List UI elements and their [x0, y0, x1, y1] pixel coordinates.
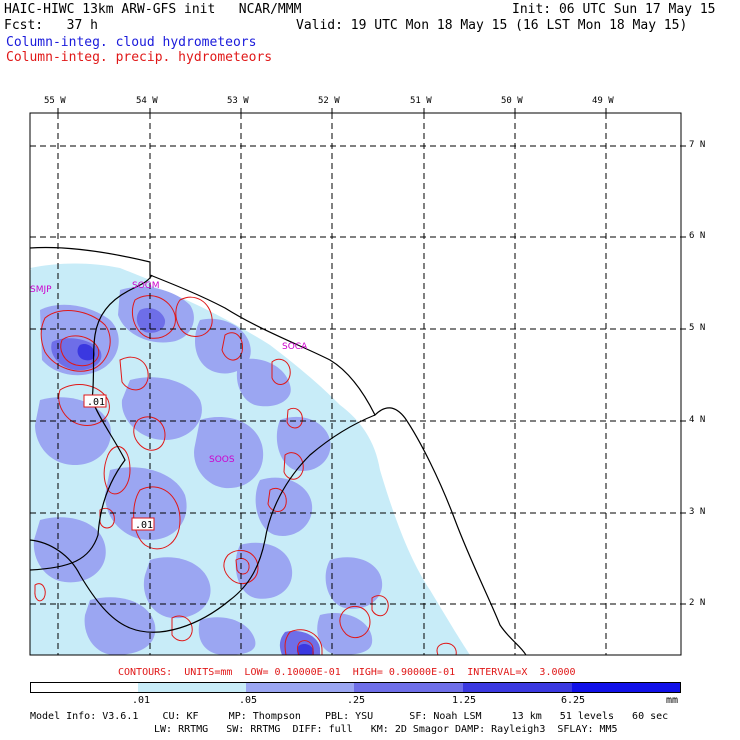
- model-info-line-1: Model Info: V3.6.1 CU: KF MP: Thompson P…: [30, 711, 669, 722]
- colorbar-bin-3: [246, 682, 354, 693]
- station-label-soca: SOCA: [282, 342, 308, 352]
- lat-label-4n: 4 N: [689, 415, 706, 425]
- cloud-field: [30, 263, 470, 655]
- colorbar-bin-4: [354, 682, 463, 693]
- lon-label-52w: 52 W: [318, 96, 340, 106]
- forecast-hour: Fcst: 37 h: [4, 18, 98, 33]
- lat-label-5n: 5 N: [689, 323, 706, 333]
- map-frame: [29, 112, 682, 656]
- lat-label-6n: 6 N: [689, 231, 706, 241]
- lon-label-54w: 54 W: [136, 96, 158, 106]
- lat-label-3n: 3 N: [689, 507, 706, 517]
- graticule: [30, 113, 681, 655]
- contour-labels: .01 .01: [83, 394, 155, 531]
- colorbar-bin-5: [463, 682, 572, 693]
- axis-ticks: [57, 108, 686, 605]
- lon-label-53w: 53 W: [227, 96, 249, 106]
- colorbar-label-5: 6.25: [561, 695, 586, 706]
- contours-info: CONTOURS: UNITS=mm LOW= 0.10000E-01 HIGH…: [118, 667, 576, 678]
- lon-label-51w: 51 W: [410, 96, 432, 106]
- colorbar-label-4: 1.25: [452, 695, 477, 706]
- contour-label-1: .01: [87, 397, 105, 408]
- lat-label-7n: 7 N: [689, 140, 706, 150]
- model-info-line-2: LW: RRTMG SW: RRTMG DIFF: full KM: 2D Sm…: [154, 724, 618, 735]
- colorbar-label-2: .05: [239, 695, 258, 706]
- lat-label-2n: 2 N: [689, 598, 706, 608]
- legend-cloud: Column-integ. cloud hydrometeors: [6, 35, 257, 50]
- coastline: [30, 246, 527, 655]
- colorbar-bin-1: [30, 682, 138, 693]
- model-title: HAIC-HIWC 13km ARW-GFS init NCAR/MMM: [4, 2, 302, 17]
- lon-label-50w: 50 W: [501, 96, 523, 106]
- colorbar-label-1: .01: [132, 695, 151, 706]
- colorbar-label-3: .25: [347, 695, 366, 706]
- colorbar-unit: mm: [666, 695, 679, 706]
- lon-label-49w: 49 W: [592, 96, 614, 106]
- legend-precip: Column-integ. precip. hydrometeors: [6, 50, 273, 65]
- station-label-soos: SOOS: [209, 455, 235, 465]
- colorbar-bin-2: [138, 682, 246, 693]
- station-label-smjp: SMJP: [30, 285, 52, 295]
- station-markers: SMJP SOGM SOCA SOOS: [30, 281, 308, 465]
- init-time: Init: 06 UTC Sun 17 May 15: [512, 2, 716, 17]
- station-label-sogm: SOGM: [132, 281, 160, 291]
- colorbar-bin-6: [572, 682, 681, 693]
- contour-label-2: .01: [135, 520, 153, 531]
- valid-time: Valid: 19 UTC Mon 18 May 15 (16 LST Mon …: [296, 18, 688, 33]
- lon-label-55w: 55 W: [44, 96, 66, 106]
